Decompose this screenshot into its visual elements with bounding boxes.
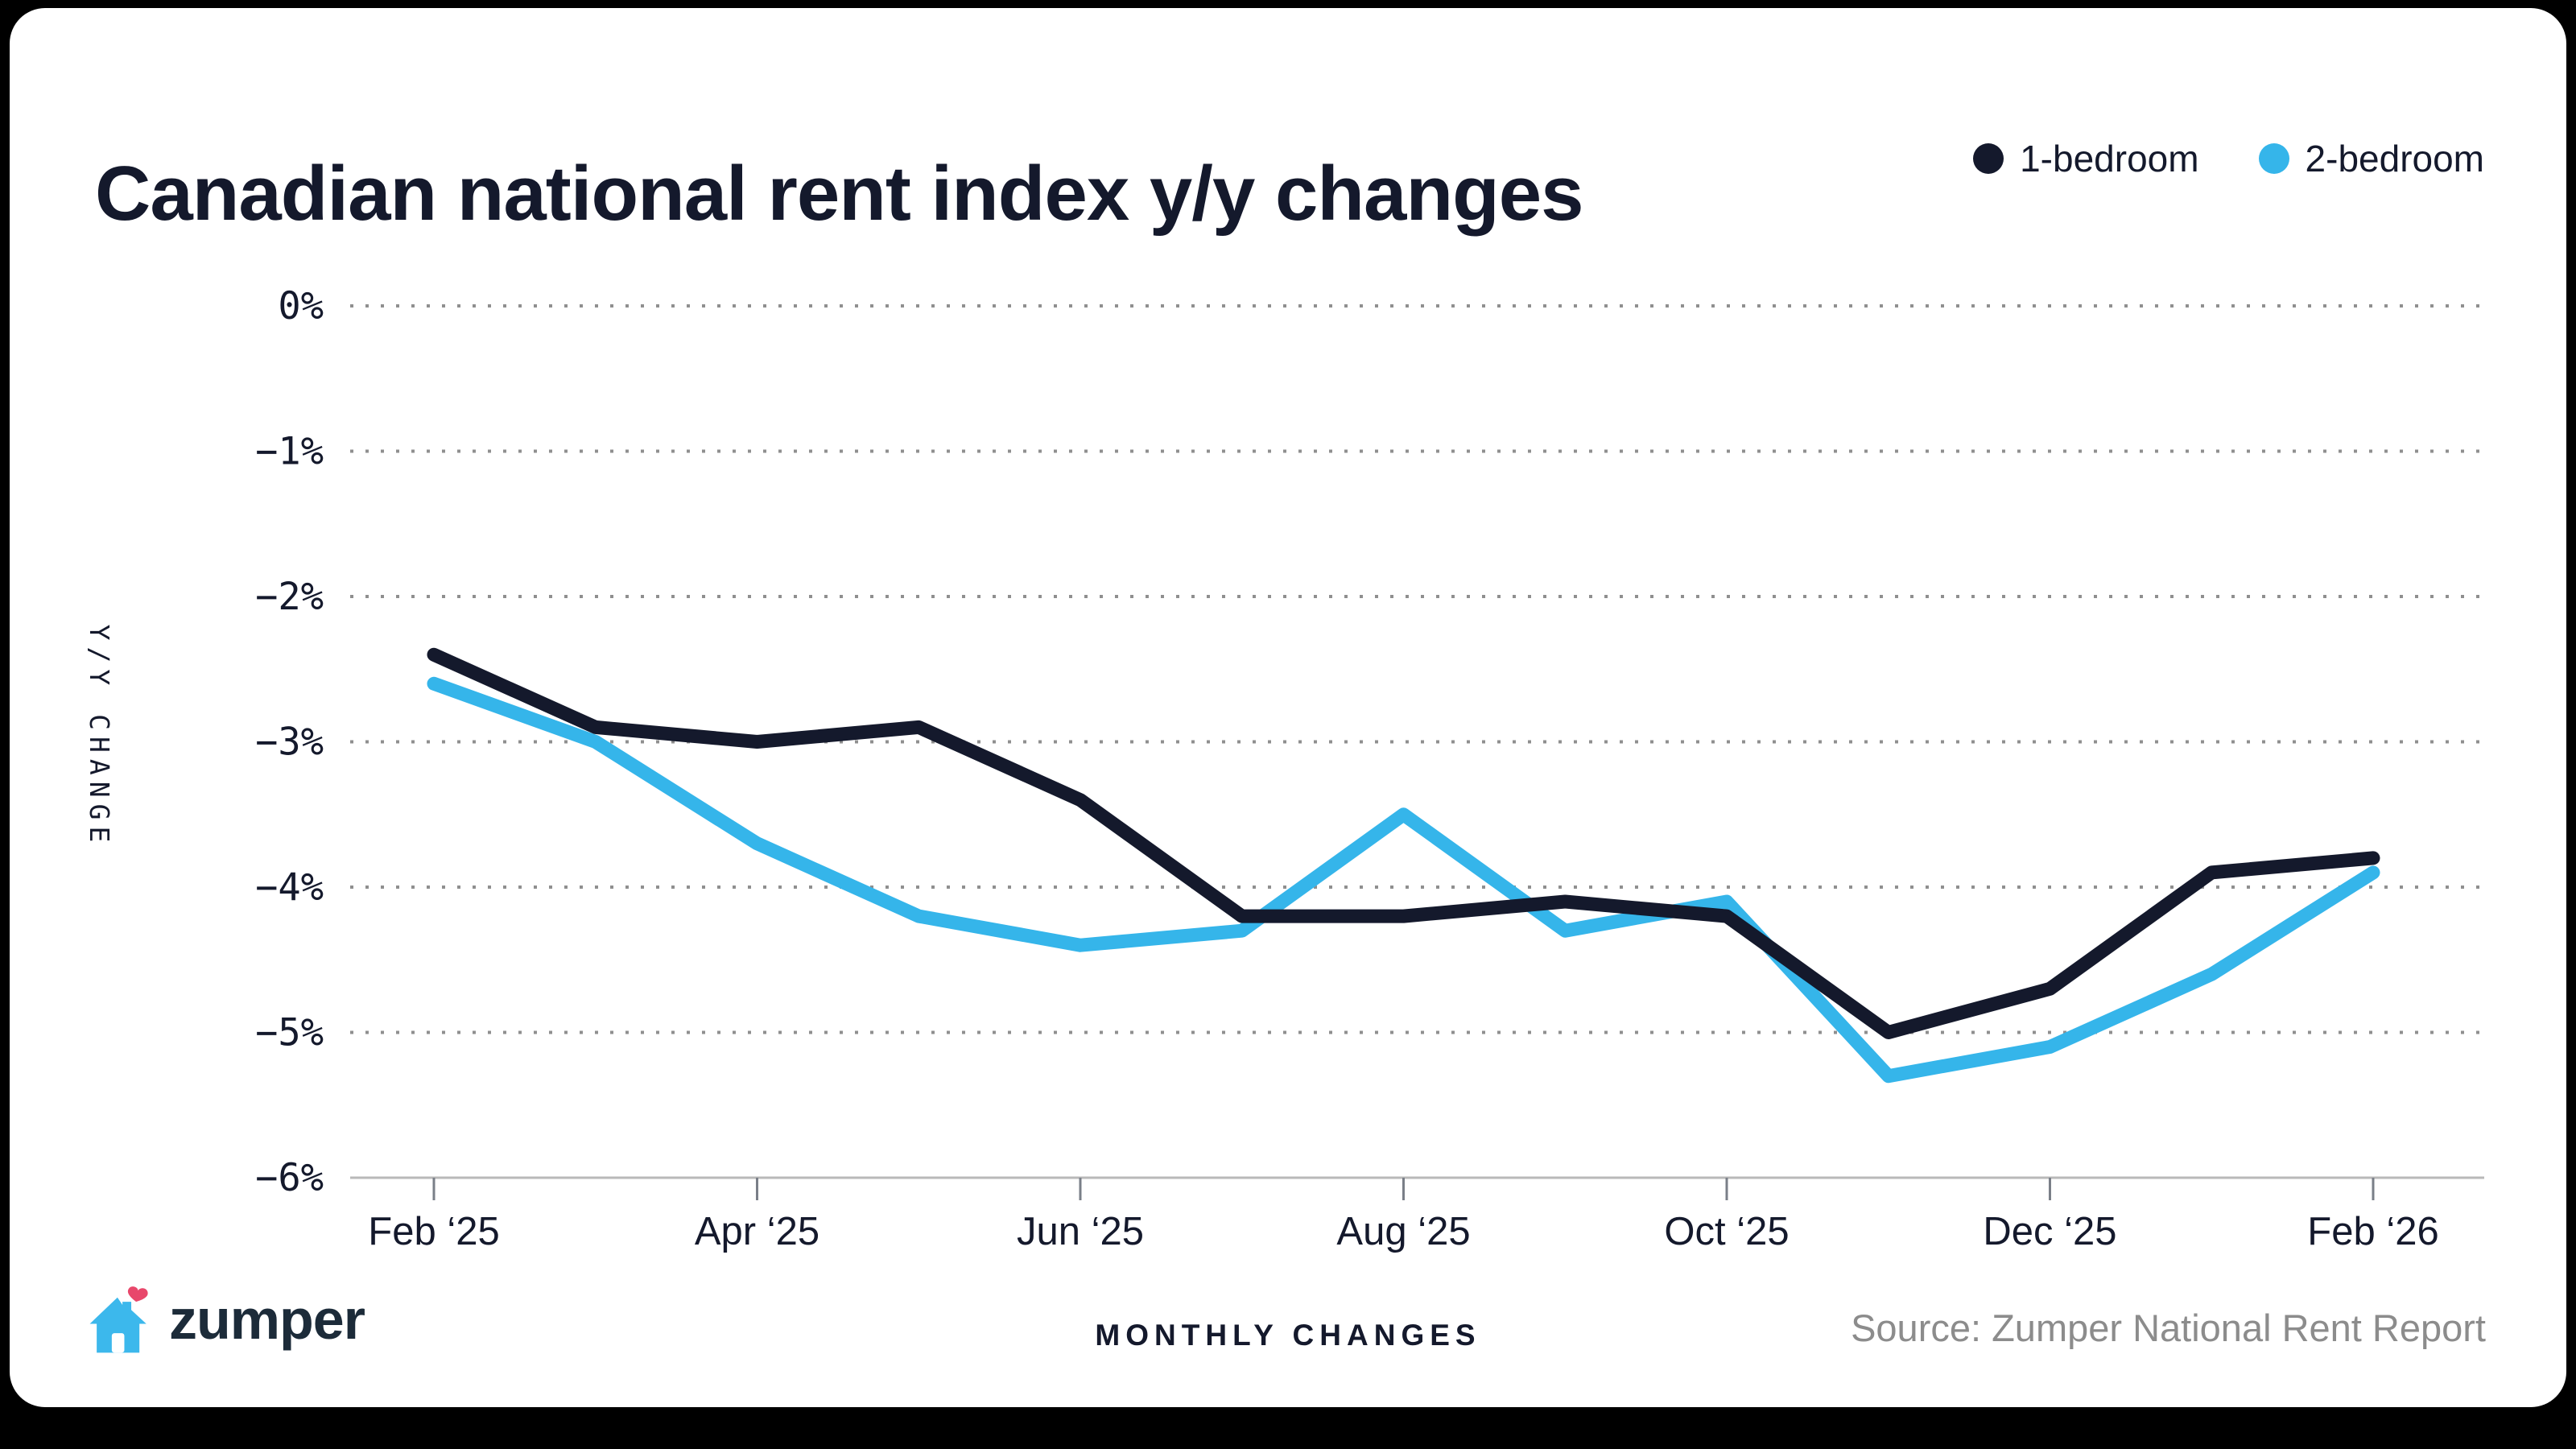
legend-label-1-bedroom: 1-bedroom bbox=[2020, 138, 2199, 180]
chart-title: Canadian national rent index y/y changes bbox=[95, 151, 1583, 237]
x-tick-label: Oct ‘25 bbox=[1664, 1210, 1789, 1253]
x-tick-label: Dec ‘25 bbox=[1983, 1210, 2116, 1253]
x-tick-label: Jun ‘25 bbox=[1017, 1210, 1144, 1253]
x-tick-label: Feb ‘26 bbox=[2307, 1210, 2438, 1253]
chart-card bbox=[10, 8, 2566, 1407]
y-tick-label: −6% bbox=[255, 1156, 324, 1200]
legend-dot-1-bedroom-icon bbox=[1973, 143, 2004, 174]
y-tick-label: −3% bbox=[255, 720, 324, 765]
legend-label-2-bedroom: 2-bedroom bbox=[2305, 138, 2484, 180]
y-axis-title: Y/Y CHANGE bbox=[84, 624, 115, 849]
x-tick-label: Feb ‘25 bbox=[368, 1210, 499, 1253]
y-tick-label: 0% bbox=[278, 284, 324, 328]
series-line-2-bedroom bbox=[427, 676, 2380, 1084]
y-tick-label: −5% bbox=[255, 1011, 324, 1055]
legend: 1-bedroom 2-bedroom bbox=[1973, 137, 2484, 180]
x-tick-label: Aug ‘25 bbox=[1336, 1210, 1470, 1253]
brand-logo: zumper bbox=[89, 1285, 365, 1354]
x-tick-label: Apr ‘25 bbox=[695, 1210, 819, 1253]
brand-name: zumper bbox=[169, 1288, 365, 1351]
zumper-house-icon bbox=[89, 1286, 148, 1353]
legend-dot-2-bedroom-icon bbox=[2258, 143, 2289, 174]
y-tick-label: −2% bbox=[255, 575, 324, 619]
series-line-1-bedroom bbox=[427, 647, 2380, 1039]
y-tick-label: −1% bbox=[255, 430, 324, 474]
source-attribution: Source: Zumper National Rent Report bbox=[1851, 1307, 2486, 1349]
x-axis-caption: MONTHLY CHANGES bbox=[1095, 1319, 1481, 1352]
y-tick-label: −4% bbox=[255, 865, 324, 910]
legend-item-1-bedroom: 1-bedroom bbox=[1973, 137, 2199, 180]
legend-item-2-bedroom: 2-bedroom bbox=[2258, 137, 2484, 180]
